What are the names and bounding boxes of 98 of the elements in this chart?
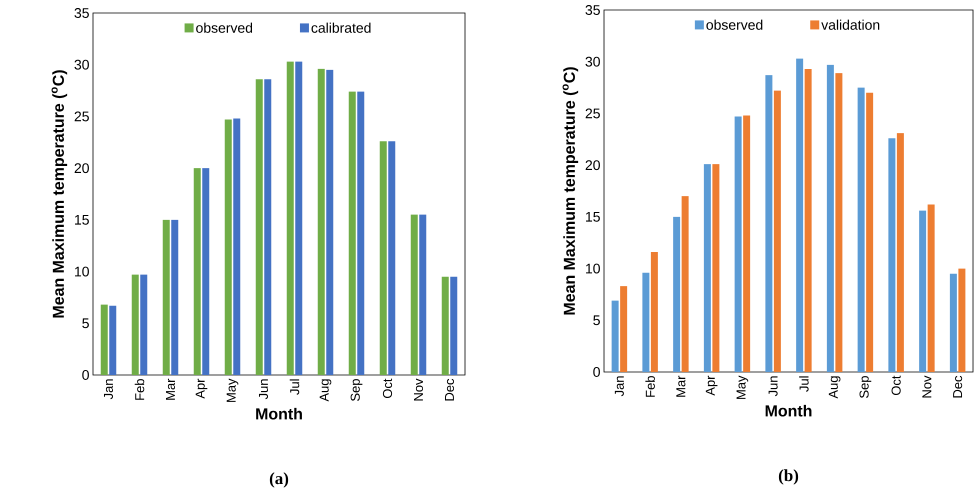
y-tick-label: 25: [586, 108, 600, 118]
x-tick-label: May: [736, 376, 748, 399]
bar: [866, 92, 874, 372]
legend-label: calibrated: [312, 22, 371, 33]
x-tick-label: Feb: [134, 379, 144, 400]
bar: [958, 268, 966, 372]
bar: [442, 276, 449, 375]
bar: [233, 118, 240, 375]
x-tick-label: Dec: [953, 376, 962, 398]
bar: [712, 164, 720, 372]
bar: [380, 141, 387, 375]
y-tick-label: 35: [586, 5, 600, 15]
y-tick-label: 0: [82, 370, 89, 380]
y-tick-label: 15: [75, 214, 89, 225]
y-tick-label: 25: [74, 111, 89, 122]
x-tick-label: Mar: [166, 378, 176, 400]
x-tick-label: Jun: [258, 379, 268, 400]
bar: [450, 276, 458, 375]
x-tick-label: Aug: [828, 376, 840, 399]
x-tick-label: Jan: [614, 376, 624, 396]
bar: [774, 90, 781, 372]
x-tick-label: Feb: [645, 376, 655, 397]
bar: [264, 79, 272, 375]
y-tick-label: 20: [586, 160, 600, 170]
bar: [419, 214, 426, 375]
x-tick-label: Nov: [922, 376, 932, 398]
bar: [348, 92, 356, 375]
x-axis-title: Month: [256, 408, 302, 420]
bar: [388, 141, 396, 375]
bar: [202, 168, 210, 375]
bar: [950, 274, 957, 372]
x-tick-label: Jan: [104, 379, 114, 400]
bar: [765, 75, 772, 372]
y-tick-label: 10: [586, 264, 600, 274]
x-axis-title: Month: [766, 404, 812, 417]
bar: [224, 120, 232, 375]
bar: [357, 92, 364, 375]
x-tick-label: Jul: [799, 376, 809, 392]
bar: [743, 115, 750, 372]
legend-label: observed: [196, 22, 252, 33]
bar: [896, 133, 904, 372]
x-tick-label: Jun: [768, 376, 778, 396]
bar: [109, 306, 116, 375]
y-tick-label: 0: [593, 367, 600, 377]
bar: [919, 210, 926, 372]
bar: [100, 304, 108, 375]
bar: [162, 220, 170, 375]
bar: [642, 272, 650, 372]
x-tick-label: Dec: [444, 378, 454, 400]
y-tick-label: 35: [74, 8, 89, 18]
bar: [888, 138, 896, 372]
bar: [620, 286, 628, 372]
bar: [858, 88, 865, 372]
bar: [704, 164, 711, 372]
bar: [612, 300, 619, 372]
y-tick-label: 20: [74, 163, 89, 174]
y-tick-label: 15: [586, 212, 600, 222]
bar: [796, 58, 804, 372]
bar: [682, 196, 689, 372]
x-tick-label: Mar: [676, 376, 686, 397]
legend-label: observed: [706, 20, 762, 30]
bar: [928, 204, 935, 372]
text: (b): [778, 469, 798, 485]
x-tick-label: Jul: [290, 379, 300, 395]
y-axis-title: Mean Maximum temperature ($^{o}$C): [562, 67, 578, 314]
x-tick-label: Aug: [320, 379, 332, 402]
y-tick-label: 30: [586, 56, 600, 67]
y-tick-label: 30: [74, 60, 89, 70]
bar: [171, 220, 178, 375]
bar: [650, 252, 658, 372]
y-tick-label: 5: [82, 318, 89, 328]
bar: [410, 214, 418, 375]
bar: [132, 274, 139, 375]
bar: [256, 79, 263, 375]
bar: [318, 68, 325, 375]
bar: [295, 62, 302, 375]
bar: [140, 274, 148, 375]
x-tick-label: Oct: [892, 376, 901, 396]
x-tick-label: Sep: [350, 379, 362, 401]
bar: [194, 168, 201, 375]
x-tick-label: Oct: [382, 378, 392, 398]
y-axis-title: Mean Maximum temperature ($^{o}$C): [52, 70, 68, 318]
bar: [326, 70, 334, 375]
bar: [826, 64, 834, 372]
x-tick-label: May: [226, 378, 238, 402]
x-tick-label: Nov: [414, 378, 424, 400]
bar: [835, 73, 842, 372]
x-tick-label: Sep: [860, 376, 872, 398]
bar: [286, 62, 294, 375]
text: (a): [270, 472, 288, 488]
bar: [673, 216, 680, 372]
legend-label: validation: [821, 20, 880, 30]
y-tick-label: 5: [593, 315, 600, 326]
x-tick-label: Apr: [706, 376, 718, 396]
bar: [734, 116, 742, 372]
y-tick-label: 10: [75, 266, 89, 277]
bar: [804, 68, 812, 372]
x-tick-label: Apr: [196, 378, 208, 399]
